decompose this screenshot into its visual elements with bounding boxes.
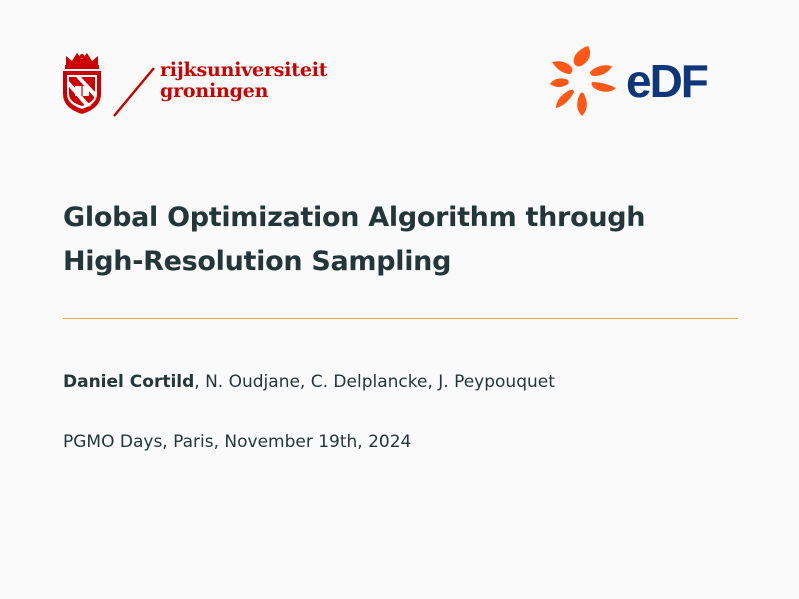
author-list: Daniel Cortild, N. Oudjane, C. Delplanck… bbox=[63, 371, 555, 393]
edf-burst-icon bbox=[550, 46, 616, 116]
university-wordmark: rijksuniversiteit groningen bbox=[160, 59, 328, 102]
company-logo: eDF bbox=[548, 44, 724, 118]
university-crest-icon bbox=[63, 53, 101, 114]
title-line-2: High-Resolution Sampling bbox=[63, 246, 452, 277]
university-logo: rijksuniversiteit groningen bbox=[60, 50, 340, 118]
university-wordmark-line2: groningen bbox=[160, 80, 269, 102]
presenter-name: Daniel Cortild bbox=[63, 372, 195, 392]
university-wordmark-line1: rijksuniversiteit bbox=[160, 59, 328, 81]
coauthor-names: , N. Oudjane, C. Delplancke, J. Peypouqu… bbox=[194, 372, 555, 392]
event-info: PGMO Days, Paris, November 19th, 2024 bbox=[63, 432, 412, 452]
presentation-title: Global Optimization Algorithm through Hi… bbox=[63, 196, 743, 284]
title-divider bbox=[63, 318, 738, 319]
title-line-1: Global Optimization Algorithm through bbox=[63, 202, 646, 233]
company-wordmark: eDF bbox=[626, 55, 709, 107]
divider-slash-icon bbox=[113, 67, 155, 117]
